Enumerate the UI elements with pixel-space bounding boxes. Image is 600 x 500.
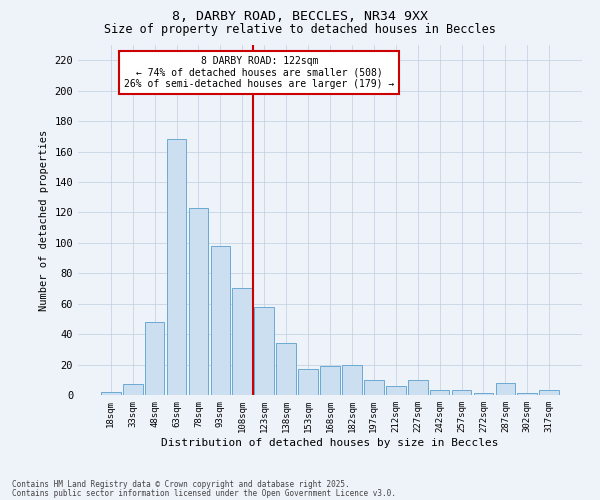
- Text: Contains public sector information licensed under the Open Government Licence v3: Contains public sector information licen…: [12, 489, 396, 498]
- Bar: [430, 390, 449, 395]
- Bar: [254, 306, 274, 395]
- Text: Contains HM Land Registry data © Crown copyright and database right 2025.: Contains HM Land Registry data © Crown c…: [12, 480, 350, 489]
- Text: 8, DARBY ROAD, BECCLES, NR34 9XX: 8, DARBY ROAD, BECCLES, NR34 9XX: [172, 10, 428, 23]
- Bar: [539, 390, 559, 395]
- X-axis label: Distribution of detached houses by size in Beccles: Distribution of detached houses by size …: [161, 438, 499, 448]
- Bar: [211, 246, 230, 395]
- Bar: [320, 366, 340, 395]
- Text: 8 DARBY ROAD: 122sqm
← 74% of detached houses are smaller (508)
26% of semi-deta: 8 DARBY ROAD: 122sqm ← 74% of detached h…: [124, 56, 395, 88]
- Bar: [452, 390, 472, 395]
- Bar: [101, 392, 121, 395]
- Bar: [386, 386, 406, 395]
- Bar: [276, 344, 296, 395]
- Bar: [408, 380, 428, 395]
- Bar: [496, 383, 515, 395]
- Y-axis label: Number of detached properties: Number of detached properties: [39, 130, 49, 310]
- Bar: [145, 322, 164, 395]
- Bar: [188, 208, 208, 395]
- Bar: [123, 384, 143, 395]
- Bar: [517, 394, 537, 395]
- Bar: [473, 394, 493, 395]
- Bar: [298, 369, 318, 395]
- Bar: [167, 140, 187, 395]
- Text: Size of property relative to detached houses in Beccles: Size of property relative to detached ho…: [104, 22, 496, 36]
- Bar: [232, 288, 252, 395]
- Bar: [364, 380, 384, 395]
- Bar: [342, 364, 362, 395]
